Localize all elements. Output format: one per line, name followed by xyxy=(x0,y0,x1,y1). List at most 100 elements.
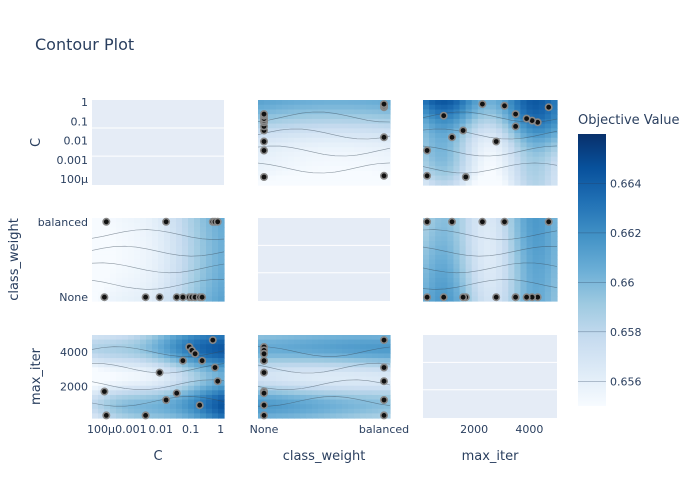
contour-cell xyxy=(92,268,99,274)
contour-cell xyxy=(122,273,129,279)
contour-cell xyxy=(342,104,349,111)
contour-cell xyxy=(182,277,189,284)
contour-cell xyxy=(212,236,219,242)
contour-cell xyxy=(532,264,540,270)
trial-point xyxy=(544,103,553,112)
contour-cell xyxy=(360,161,367,167)
contour-cell xyxy=(200,339,207,345)
contour-cell xyxy=(544,114,552,120)
trial-point xyxy=(423,146,432,155)
contour-cell xyxy=(532,123,540,129)
contour-cell xyxy=(324,376,331,382)
contour-cell xyxy=(348,170,355,177)
contour-cell xyxy=(306,335,313,341)
contour-cell xyxy=(366,344,373,350)
y-tick-label: 100μ xyxy=(60,173,88,186)
contour-cell xyxy=(258,161,265,167)
contour-cell xyxy=(372,390,379,396)
contour-cell xyxy=(128,241,135,247)
contour-cell xyxy=(176,385,183,391)
contour-cell xyxy=(336,376,343,382)
contour-cell xyxy=(447,170,455,177)
contour-cell xyxy=(459,236,467,242)
contour-cell xyxy=(306,381,313,387)
trial-point xyxy=(100,293,109,302)
contour-cell xyxy=(348,399,355,405)
contour-cell xyxy=(122,335,129,341)
contour-cell xyxy=(128,381,135,387)
contour-cell xyxy=(423,250,430,256)
contour-cell xyxy=(318,362,325,368)
contour-cell xyxy=(146,376,153,382)
contour-cell xyxy=(342,408,349,414)
contour-cell xyxy=(330,142,337,148)
contour-cell xyxy=(477,241,485,247)
contour-cell xyxy=(538,147,546,153)
contour-cell xyxy=(471,287,479,293)
contour-cell xyxy=(514,175,522,181)
contour-cell xyxy=(288,147,295,153)
y-tick-label: 4000 xyxy=(60,346,88,359)
subplot-C-vs-C xyxy=(92,100,224,185)
contour-cell xyxy=(206,390,213,396)
contour-cell xyxy=(164,381,171,387)
contour-cell xyxy=(532,147,540,153)
contour-cell xyxy=(429,245,436,251)
contour-cell xyxy=(514,273,522,279)
contour-cell xyxy=(98,227,105,233)
contour-cell xyxy=(312,390,319,396)
contour-cell xyxy=(152,250,159,256)
contour-cell xyxy=(218,335,225,341)
contour-cell xyxy=(348,394,355,401)
chart-title: Contour Plot xyxy=(35,35,134,54)
contour-cell xyxy=(306,100,313,106)
y-tick-label: None xyxy=(59,291,88,304)
contour-cell xyxy=(182,231,189,238)
contour-cell xyxy=(483,166,491,172)
contour-cell xyxy=(300,100,307,106)
contour-cell xyxy=(502,156,509,162)
contour-cell xyxy=(104,231,111,238)
contour-cell xyxy=(194,287,201,293)
contour-cell xyxy=(312,367,319,373)
contour-cell xyxy=(508,287,515,293)
contour-cell xyxy=(550,142,558,148)
contour-cell xyxy=(312,151,319,158)
contour-cell xyxy=(176,399,183,405)
contour-cell xyxy=(152,264,159,270)
contour-cell xyxy=(140,348,147,355)
trial-point xyxy=(459,293,468,302)
contour-cell xyxy=(459,123,467,129)
contour-cell xyxy=(429,241,436,247)
contour-cell xyxy=(140,371,147,378)
contour-cell xyxy=(354,156,361,162)
contour-cell xyxy=(360,123,367,129)
contour-cell xyxy=(98,259,105,265)
contour-cell xyxy=(200,376,207,382)
contour-cell xyxy=(116,385,123,391)
contour-cell xyxy=(526,161,534,167)
contour-cell xyxy=(110,404,117,410)
contour-cell xyxy=(116,376,123,382)
contour-cell xyxy=(288,339,295,345)
contour-cell xyxy=(453,147,461,153)
contour-cell xyxy=(104,371,111,378)
contour-cell xyxy=(502,133,509,139)
contour-cell xyxy=(122,227,129,233)
contour-cell xyxy=(360,147,367,153)
contour-cell xyxy=(532,142,540,148)
contour-cell xyxy=(176,273,183,279)
contour-cell xyxy=(164,390,171,396)
contour-cell xyxy=(526,123,534,129)
trial-point xyxy=(492,293,501,302)
contour-cell xyxy=(324,170,331,177)
contour-cell xyxy=(312,408,319,414)
contour-cell xyxy=(164,376,171,382)
contour-cell xyxy=(342,335,349,341)
contour-cell xyxy=(258,376,265,382)
contour-cell xyxy=(354,367,361,373)
contour-cell xyxy=(538,291,546,297)
contour-cell xyxy=(306,104,313,111)
contour-cell xyxy=(336,344,343,350)
